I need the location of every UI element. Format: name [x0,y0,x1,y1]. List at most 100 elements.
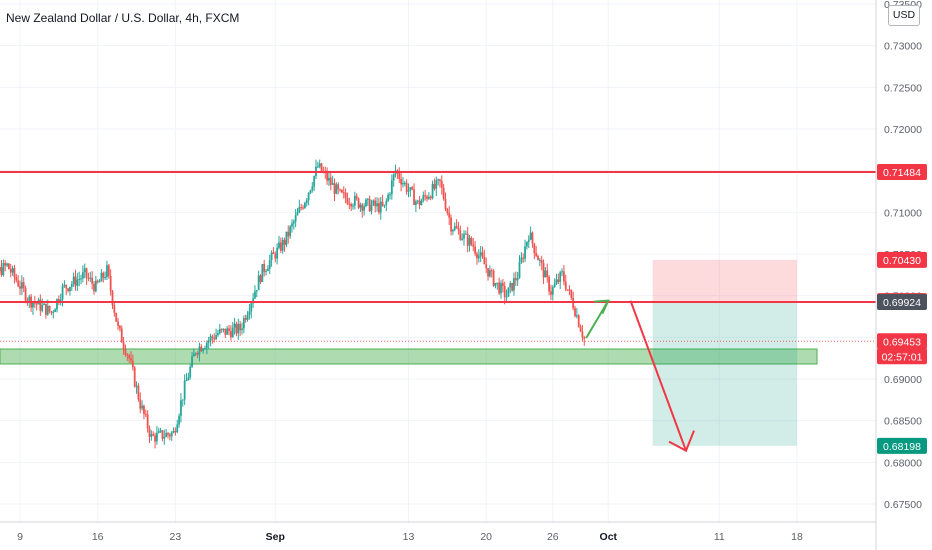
candle-body [546,270,549,278]
stop-loss-zone[interactable] [652,259,797,302]
candle-body [468,237,471,246]
candle-body [381,201,384,206]
candle-body [285,231,288,245]
candle-body [551,286,554,295]
support-zone[interactable] [0,348,818,365]
candle-body [577,315,580,327]
candle-body [326,172,328,181]
candle-body [174,431,177,433]
candle-body [200,346,203,352]
candle-body [463,233,465,239]
candle-body [409,187,412,191]
candle-body [400,178,402,185]
price-tick-label: 0.67500 [884,499,922,511]
candle-body [490,270,493,272]
candle-body [56,299,58,310]
candle-body [287,231,290,237]
candle-body [215,335,217,340]
candle-body [466,233,469,246]
candle-body [226,328,229,335]
candle-body [540,259,543,264]
grid-lines [0,0,876,522]
candle-body [439,179,441,181]
candle-body [294,215,297,222]
candle-body [492,270,495,286]
candle-body [198,346,201,355]
candle-body [350,204,353,207]
candle-body [426,196,428,199]
price-badge [877,437,927,454]
candle-body [470,237,473,245]
price-badge [877,294,927,310]
price-badge [877,333,927,350]
candle-body [307,192,310,201]
projection-down-arrow[interactable] [629,300,687,452]
candle-body [120,328,123,343]
candle-body [320,163,323,172]
candle-body [557,279,560,282]
candle-body [372,200,375,205]
candle-body [341,190,343,193]
candle-body [353,195,356,206]
candle-body [202,349,205,352]
candle-body [537,256,539,261]
candle-body [205,342,208,349]
candle-body [17,280,20,287]
candle-body [496,282,499,284]
candle-body [231,327,234,338]
candle-body [403,182,406,184]
candle-body [281,239,284,251]
drawing-zones[interactable] [0,259,818,446]
candle-body [457,228,460,231]
candle-body [368,198,371,212]
candle-body [405,182,408,192]
price-badge-label: 0.71484 [883,167,921,179]
candle-body [61,285,64,300]
candle-body [387,194,390,201]
take-profit-zone[interactable] [652,302,797,446]
time-tick-label: 23 [170,531,182,543]
candle-body [0,267,1,272]
candle-body [0,267,3,276]
candle-body [24,287,27,301]
candle-body [133,367,136,387]
candle-body [204,348,206,350]
candle-body [461,238,464,240]
candle-body [72,276,75,284]
candle-body [392,174,395,181]
candle-body [531,232,534,244]
candle-body [159,430,162,432]
candle-body [26,300,29,302]
candle-body [107,265,110,276]
projection-down-arrowhead [668,430,695,453]
candle-body [9,269,12,273]
candle-body [296,212,299,216]
candle-body [19,286,21,289]
candle-body [572,297,575,309]
candle-body [279,242,282,251]
candle-body [32,302,34,308]
candle-body [318,163,321,167]
price-tick-label: 0.71000 [884,207,922,219]
candle-body [529,232,532,240]
candle-body [46,305,49,315]
price-tick-label: 0.68000 [884,457,922,469]
time-axis[interactable]: 9 16 23 Sep 13 20 26 Oct 11 18 [17,531,803,543]
currency-button[interactable]: USD [888,5,920,26]
price-badge-label: 02:57:01 [882,351,923,363]
candle-body [244,318,247,320]
candle-body [583,337,586,339]
candle-body [67,288,69,292]
candle-body [69,286,71,292]
candle-body [342,192,345,194]
candle-body [144,413,147,415]
candle-body [527,239,530,242]
time-tick-label: 16 [92,531,104,543]
drawing-lines[interactable] [0,171,876,453]
candle-body [96,280,99,283]
candle-body [217,333,219,336]
candle-body [178,415,180,425]
time-tick-label: 18 [791,531,803,543]
candle-body [376,203,378,207]
